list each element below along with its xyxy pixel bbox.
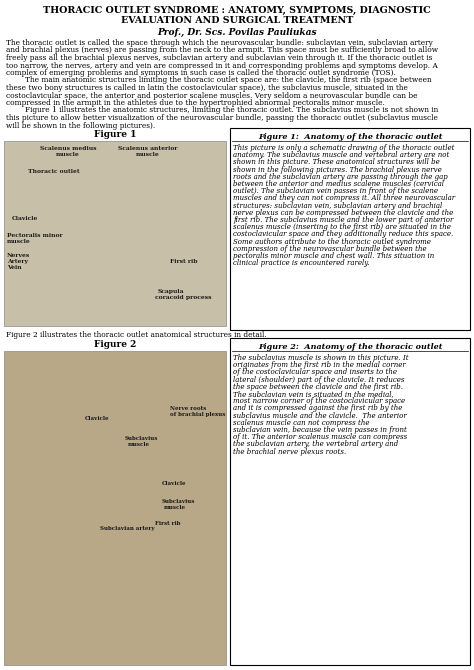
Text: muscles and they can not compress it. All three neurovascular: muscles and they can not compress it. Al… (233, 194, 455, 202)
Text: costoclavicular space and they additionally reduce this space.: costoclavicular space and they additiona… (233, 230, 453, 239)
Text: first rib. The subclavius muscle and the lower part of anterior: first rib. The subclavius muscle and the… (233, 216, 453, 224)
Text: Artery: Artery (7, 259, 28, 264)
Text: Some authors attribute to the thoracic outlet syndrome: Some authors attribute to the thoracic o… (233, 238, 431, 246)
Text: The subclavius muscle is shown in this picture. It: The subclavius muscle is shown in this p… (233, 354, 409, 362)
Text: compression of the neurovascular bundle between the: compression of the neurovascular bundle … (233, 245, 427, 253)
Text: The thoracic outlet is called the space through which the neurovascular bundle: : The thoracic outlet is called the space … (6, 39, 433, 47)
Text: too narrow, the nerves, artery and vein are compressed in it and corresponding p: too narrow, the nerves, artery and vein … (6, 62, 438, 70)
Text: Figure 1:  Anatomy of the thoracic outlet: Figure 1: Anatomy of the thoracic outlet (258, 133, 442, 141)
Text: muscle: muscle (56, 152, 80, 157)
Text: clinical practice is encountered rarely.: clinical practice is encountered rarely. (233, 259, 370, 267)
Text: Prof., Dr. Scs. Povilas Pauliukas: Prof., Dr. Scs. Povilas Pauliukas (157, 28, 317, 37)
Text: this picture to allow better visualization of the neurovascular bundle, passing : this picture to allow better visualizati… (6, 114, 438, 122)
Text: Vein: Vein (7, 265, 22, 270)
Text: of it. The anterior scalenus muscle can compress: of it. The anterior scalenus muscle can … (233, 433, 407, 442)
Text: most narrow corner of the costoclavicular space: most narrow corner of the costoclavicula… (233, 397, 405, 405)
Text: muscle: muscle (164, 505, 186, 510)
Text: THORACIC OUTLET SYNDROME : ANATOMY, SYMPTOMS, DIAGNOSTIC: THORACIC OUTLET SYNDROME : ANATOMY, SYMP… (43, 6, 431, 15)
Text: Subclavian artery: Subclavian artery (100, 526, 155, 531)
Text: scalenus muscle (inserting to the first rib) are situated in the: scalenus muscle (inserting to the first … (233, 223, 451, 231)
Text: of brachial plexus: of brachial plexus (170, 412, 225, 417)
Text: shown in this picture. These anatomical structures will be: shown in this picture. These anatomical … (233, 158, 440, 166)
Text: Pectoralis minor: Pectoralis minor (7, 233, 63, 238)
Text: lateral (shoulder) part of the clavicle. It reduces: lateral (shoulder) part of the clavicle.… (233, 376, 404, 384)
Text: The subclavian vein is situated in the medial,: The subclavian vein is situated in the m… (233, 390, 394, 398)
Bar (230, 128, 470, 330)
Text: and brachial plexus (nerves) are passing from the neck to the armpit. This space: and brachial plexus (nerves) are passing… (6, 46, 438, 54)
Text: subclavian vein, because the vein passes in front: subclavian vein, because the vein passes… (233, 426, 407, 434)
Text: will be shown in the following pictures).: will be shown in the following pictures)… (6, 121, 155, 129)
Text: nerve plexus can be compressed between the clavicle and the: nerve plexus can be compressed between t… (233, 209, 453, 217)
Text: Clavicle: Clavicle (85, 416, 109, 421)
Text: Clavicle: Clavicle (12, 216, 38, 221)
Text: of the costoclavicular space and inserts to the: of the costoclavicular space and inserts… (233, 369, 397, 377)
Text: compressed in the armpit in the athletes due to the hypertrophied abnormal pecto: compressed in the armpit in the athletes… (6, 99, 385, 107)
Text: The main anatomic structures limiting the thoracic outlet space are: the clavicl: The main anatomic structures limiting th… (6, 76, 432, 84)
Text: Clavicle: Clavicle (162, 481, 186, 486)
Text: Thoracic outlet: Thoracic outlet (28, 169, 80, 174)
Text: muscle: muscle (128, 442, 150, 447)
Text: shown in the following pictures. The brachial plexus nerve: shown in the following pictures. The bra… (233, 165, 442, 174)
Text: muscle: muscle (136, 152, 160, 157)
Text: Figure 1: Figure 1 (94, 130, 136, 139)
Text: Scalenus medius: Scalenus medius (40, 146, 96, 151)
Text: between the anterior and medius scalene muscles (cervical: between the anterior and medius scalene … (233, 180, 444, 188)
Text: roots and the subclavian artery are passing through the gap: roots and the subclavian artery are pass… (233, 173, 448, 181)
Text: costoclavicular space, the anterior and posterior scalene muscles. Very seldom a: costoclavicular space, the anterior and … (6, 92, 418, 100)
Text: EVALUATION AND SURGICAL TREATMENT: EVALUATION AND SURGICAL TREATMENT (121, 16, 353, 25)
Text: Figure 1 illustrates the anatomic structures, limiting the thoracic outlet. The : Figure 1 illustrates the anatomic struct… (6, 107, 438, 115)
Text: Nerve roots: Nerve roots (170, 406, 206, 411)
Text: First rib: First rib (155, 521, 181, 526)
Text: Subclavius: Subclavius (162, 499, 195, 504)
Text: muscle: muscle (7, 239, 31, 244)
Text: Nerves: Nerves (7, 253, 30, 258)
Text: Figure 2:  Anatomy of the thoracic outlet: Figure 2: Anatomy of the thoracic outlet (258, 343, 442, 351)
Text: subclavius muscle and the clavicle.  The anterior: subclavius muscle and the clavicle. The … (233, 411, 407, 419)
Text: these two bony structures is called in latin the costoclavicular space), the sub: these two bony structures is called in l… (6, 84, 408, 92)
Text: freely pass all the brachial plexus nerves, subclavian artery and subclavian vei: freely pass all the brachial plexus nerv… (6, 54, 432, 62)
Text: coracoid process: coracoid process (155, 295, 211, 300)
Text: Figure 2: Figure 2 (94, 340, 136, 349)
Text: complex of emerging problems and symptoms in such case is called the thoracic ou: complex of emerging problems and symptom… (6, 69, 396, 77)
Text: the subclavian artery, the vertebral artery and: the subclavian artery, the vertebral art… (233, 440, 398, 448)
Bar (230, 338, 470, 665)
Text: Figure 2 illustrates the thoracic outlet anatomical structures in detail.: Figure 2 illustrates the thoracic outlet… (6, 331, 267, 339)
Text: originates from the first rib in the medial corner: originates from the first rib in the med… (233, 361, 406, 369)
Text: structures: subclavian vein, subclavian artery and brachial: structures: subclavian vein, subclavian … (233, 202, 442, 210)
Bar (4, 141, 226, 326)
Text: scalenus muscle can not compress the: scalenus muscle can not compress the (233, 419, 370, 427)
Text: Scalenus anterior: Scalenus anterior (118, 146, 178, 151)
Text: This picture is only a schematic drawing of the thoracic outlet: This picture is only a schematic drawing… (233, 144, 455, 152)
Text: Subclavius: Subclavius (125, 436, 158, 441)
Text: pectoralis minor muscle and chest wall. This situation in: pectoralis minor muscle and chest wall. … (233, 252, 434, 260)
Text: anatomy. The subclavius muscle and vertebral artery are not: anatomy. The subclavius muscle and verte… (233, 151, 449, 159)
Text: and it is compressed against the first rib by the: and it is compressed against the first r… (233, 405, 402, 413)
Bar (4, 351, 226, 665)
Text: First rib: First rib (170, 259, 198, 264)
Text: outlet). The subclavian vein passes in front of the scalene: outlet). The subclavian vein passes in f… (233, 187, 438, 195)
Text: Scapula: Scapula (158, 289, 184, 294)
Text: the brachial nerve plexus roots.: the brachial nerve plexus roots. (233, 448, 346, 456)
Text: the space between the clavicle and the first rib.: the space between the clavicle and the f… (233, 383, 403, 391)
